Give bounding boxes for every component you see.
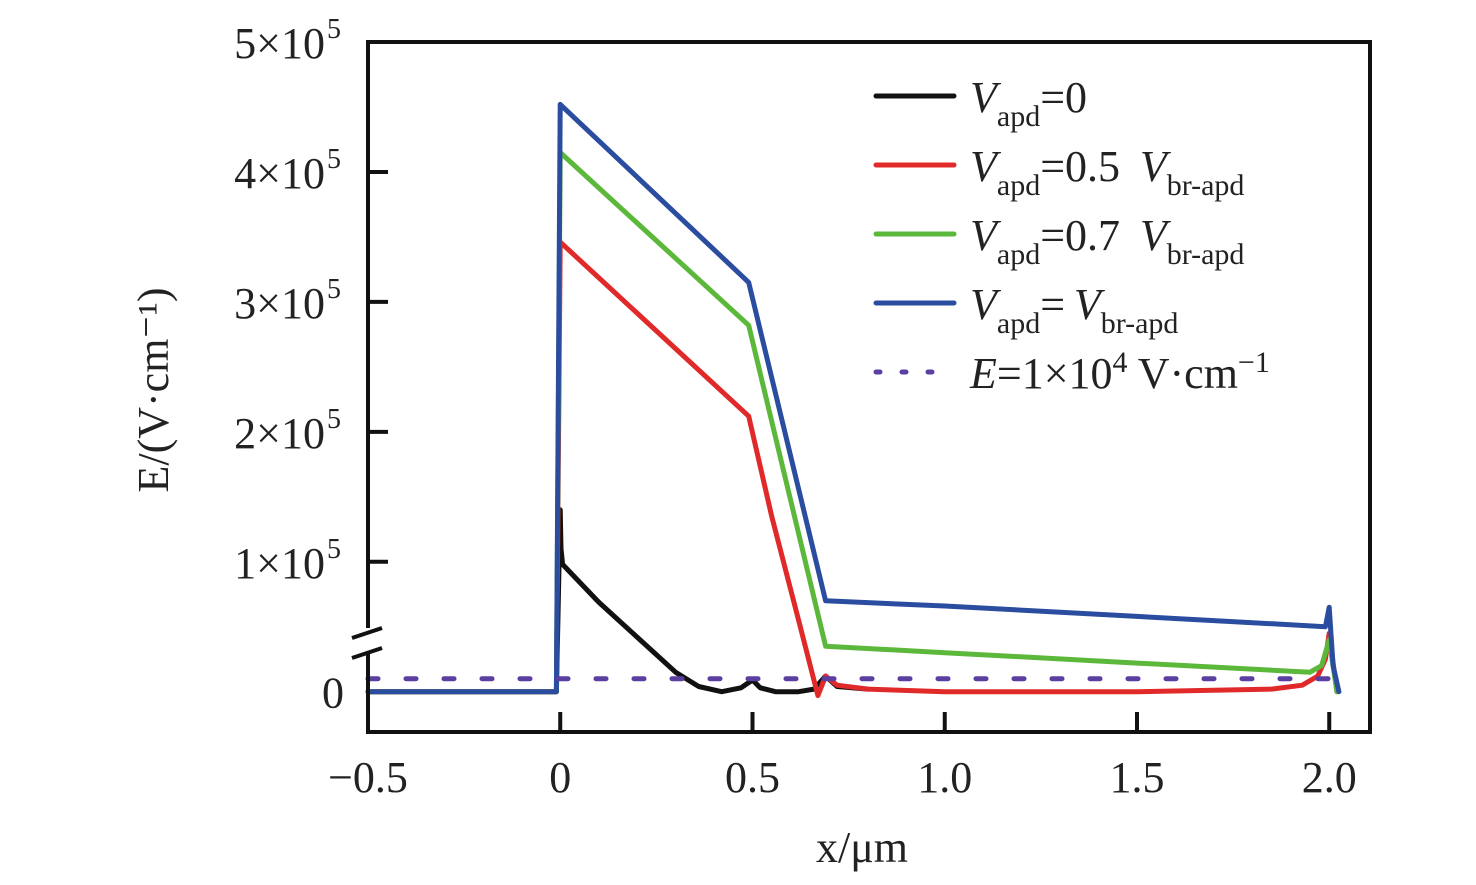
y-tick-label: 5×10 bbox=[234, 19, 325, 68]
y-tick-exponent: 5 bbox=[327, 534, 341, 565]
x-tick-label: 0 bbox=[549, 753, 571, 802]
legend-sub: apd bbox=[997, 169, 1040, 202]
legend-text: =0 bbox=[1040, 73, 1087, 122]
legend-sub: apd bbox=[997, 100, 1040, 133]
legend-text: =1×10 bbox=[997, 349, 1113, 398]
legend-var: E bbox=[969, 349, 997, 398]
legend-var2: V bbox=[1131, 211, 1172, 260]
y-tick-label: 3×10 bbox=[234, 279, 325, 328]
legend-sup: 4 bbox=[1113, 346, 1128, 379]
y-tick-exponent: 5 bbox=[327, 144, 341, 175]
x-tick-label: 2.0 bbox=[1302, 753, 1357, 802]
legend-sup2: −1 bbox=[1238, 346, 1270, 379]
legend-label-1: Vapd=0.5 Vbr-apd bbox=[970, 142, 1244, 202]
legend-label-0: Vapd=0 bbox=[970, 73, 1087, 133]
series-line-3 bbox=[365, 101, 1342, 695]
plot-frame bbox=[366, 40, 1372, 734]
axis-break-mark bbox=[351, 626, 385, 660]
legend-tail: V·cm bbox=[1128, 349, 1238, 398]
legend-text: =0.7 bbox=[1040, 211, 1131, 260]
legend-var: V bbox=[970, 280, 1002, 329]
series-lines bbox=[365, 101, 1351, 699]
x-tick-label: 1.0 bbox=[917, 753, 972, 802]
legend-var: V bbox=[970, 73, 1002, 122]
legend-var: V bbox=[970, 142, 1002, 191]
x-tick-label: −0.5 bbox=[328, 753, 408, 802]
legend-text: =0.5 bbox=[1040, 142, 1131, 191]
y-tick-exponent: 5 bbox=[327, 14, 341, 45]
legend-sub: apd bbox=[997, 238, 1040, 271]
y-tick-label: 0 bbox=[322, 669, 344, 718]
legend-sub2: br-apd bbox=[1167, 169, 1245, 202]
series-line-1 bbox=[365, 239, 1340, 699]
legend-sub2: br-apd bbox=[1167, 238, 1245, 271]
y-tick-label: 2×10 bbox=[234, 409, 325, 458]
x-axis-label: x/μm bbox=[816, 823, 908, 872]
legend-text: = bbox=[1040, 280, 1065, 329]
legend-label-4: E=1×104 V·cm−1 bbox=[969, 346, 1270, 398]
legend-var2: V bbox=[1131, 142, 1172, 191]
legend-sub2: br-apd bbox=[1101, 307, 1179, 340]
ticks: −0.5 0 0.5 1.0 1.5 2.001×10 52×10 53×10 54×10 55×… bbox=[234, 14, 1357, 802]
x-tick-label: 0.5 bbox=[725, 753, 780, 802]
x-tick-label: 1.5 bbox=[1109, 753, 1164, 802]
legend-label-3: Vapd= Vbr-apd bbox=[970, 280, 1178, 340]
legend-sub: apd bbox=[997, 307, 1040, 340]
series-line-2 bbox=[365, 150, 1340, 695]
y-tick-label: 4×10 bbox=[234, 149, 325, 198]
y-tick-exponent: 5 bbox=[327, 274, 341, 305]
y-tick-exponent: 5 bbox=[327, 404, 341, 435]
legend-var2: V bbox=[1065, 280, 1106, 329]
y-axis-label: E/(V·cm⁻¹) bbox=[129, 287, 178, 492]
legend-label-2: Vapd=0.7 Vbr-apd bbox=[970, 211, 1244, 271]
y-tick-label: 1×10 bbox=[234, 539, 325, 588]
legend-var: V bbox=[970, 211, 1002, 260]
